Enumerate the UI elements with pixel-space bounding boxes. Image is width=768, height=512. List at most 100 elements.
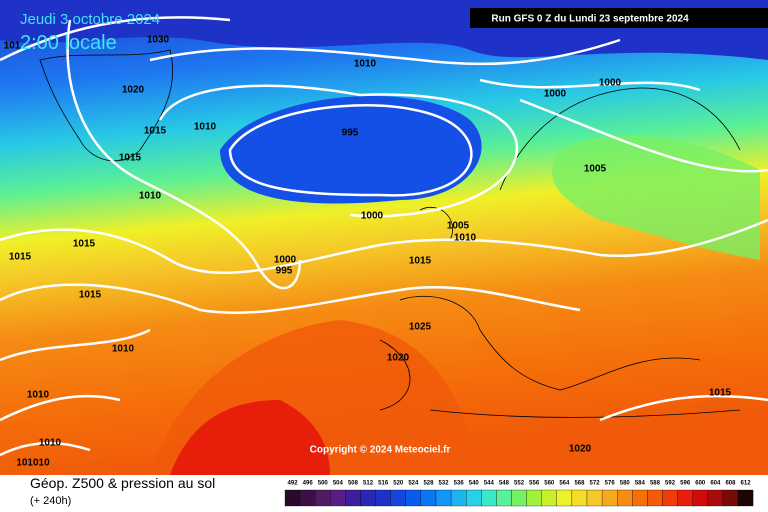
coastline bbox=[39, 49, 174, 162]
scale-swatch bbox=[722, 489, 739, 507]
scale-label: 532 bbox=[439, 481, 450, 487]
isobar-label: 1015 bbox=[144, 126, 167, 137]
isobar-label: 1010 bbox=[27, 390, 50, 401]
isobar-label: 1000 bbox=[361, 211, 384, 222]
scale-label: 608 bbox=[725, 481, 736, 487]
scale-label: 572 bbox=[590, 481, 601, 487]
scale-label: 528 bbox=[423, 481, 434, 487]
scale-label: 552 bbox=[514, 481, 525, 487]
isobar bbox=[158, 84, 518, 218]
scale-label: 612 bbox=[741, 481, 752, 487]
isobar bbox=[228, 104, 473, 197]
footer-subtitle: (+ 240h) bbox=[30, 495, 71, 507]
isobar-label: 1015 bbox=[73, 239, 96, 250]
run-banner bbox=[470, 8, 768, 28]
isobar-label: 1015 bbox=[119, 153, 142, 164]
isobar-label: 1015 bbox=[9, 252, 32, 263]
isobar bbox=[0, 283, 581, 314]
scale-swatch bbox=[420, 489, 437, 507]
scale-label: 536 bbox=[454, 481, 465, 487]
isobar-label: 101010 bbox=[16, 458, 50, 469]
scale-label: 496 bbox=[303, 481, 314, 487]
isobar bbox=[0, 394, 768, 457]
forecast-date: Jeudi 3 octobre 2024 bbox=[20, 11, 160, 28]
scale-label: 548 bbox=[499, 481, 510, 487]
isobar-label: 1020 bbox=[387, 353, 410, 364]
isobar-label: 1015 bbox=[79, 290, 102, 301]
scale-label: 492 bbox=[288, 481, 299, 487]
scale-label: 564 bbox=[559, 481, 570, 487]
isobar-label: 1005 bbox=[447, 221, 470, 232]
scale-label: 604 bbox=[710, 481, 721, 487]
scale-swatch bbox=[466, 489, 482, 507]
isobar-label: 1000 bbox=[274, 255, 297, 266]
scale-swatch bbox=[601, 489, 618, 507]
scale-swatch bbox=[330, 489, 346, 507]
footer-title: Géop. Z500 & pression au sol bbox=[30, 475, 215, 491]
scale-label: 596 bbox=[680, 481, 691, 487]
scale-swatch bbox=[315, 489, 331, 507]
coastline bbox=[379, 87, 741, 418]
scale-swatch bbox=[571, 489, 588, 507]
scale-swatch bbox=[435, 489, 452, 507]
isobar bbox=[0, 218, 768, 275]
isobar-label: 1030 bbox=[147, 35, 170, 46]
scale-label: 560 bbox=[544, 481, 555, 487]
scale-label: 500 bbox=[318, 481, 329, 487]
scale-label: 568 bbox=[574, 481, 585, 487]
scale-label: 540 bbox=[469, 481, 480, 487]
scale-label: 544 bbox=[484, 481, 495, 487]
low-core bbox=[220, 96, 482, 204]
scale-swatch bbox=[556, 489, 573, 507]
scale-label: 576 bbox=[605, 481, 616, 487]
isobar-label: 1025 bbox=[409, 322, 432, 333]
scale-swatch bbox=[586, 489, 603, 507]
scale-label: 580 bbox=[620, 481, 631, 487]
scale-swatch bbox=[677, 489, 693, 507]
scale-swatch bbox=[707, 489, 724, 507]
isobar-label: 1000 bbox=[544, 89, 567, 100]
scale-swatch bbox=[737, 489, 754, 507]
scale-swatch bbox=[360, 489, 376, 507]
isobar-label: 1010 bbox=[194, 122, 217, 133]
scale-swatch bbox=[647, 489, 663, 507]
scale-swatch bbox=[450, 489, 467, 507]
scale-label: 516 bbox=[378, 481, 389, 487]
scale-label: 592 bbox=[665, 481, 676, 487]
forecast-time: 2:00 locale bbox=[20, 32, 117, 54]
isobar-label: 1010 bbox=[354, 59, 377, 70]
scale-label: 600 bbox=[695, 481, 706, 487]
scale-swatch bbox=[511, 489, 527, 507]
run-info: Run GFS 0 Z du Lundi 23 septembre 2024 bbox=[491, 14, 689, 25]
scale-label: 508 bbox=[348, 481, 359, 487]
scale-label: 504 bbox=[333, 481, 344, 487]
isobar-label: 1010 bbox=[39, 438, 62, 449]
isobar-label: 1015 bbox=[709, 388, 732, 399]
isobar-label: 1020 bbox=[569, 444, 592, 455]
scale-swatch bbox=[541, 489, 557, 507]
scale-label: 588 bbox=[650, 481, 661, 487]
scale-label: 556 bbox=[529, 481, 540, 487]
copyright: Copyright © 2024 Meteociel.fr bbox=[310, 445, 451, 456]
isobar-label: 1005 bbox=[584, 164, 607, 175]
scale-swatch bbox=[632, 489, 648, 507]
scale-label: 512 bbox=[363, 481, 374, 487]
isobar-label: 1015 bbox=[409, 256, 432, 267]
isobar bbox=[0, 16, 231, 62]
scale-label: 524 bbox=[408, 481, 419, 487]
scale-swatch bbox=[662, 489, 678, 507]
scale-swatch bbox=[390, 489, 406, 507]
scale-swatch bbox=[692, 489, 708, 507]
scale-swatch bbox=[345, 489, 361, 507]
scale-swatch bbox=[481, 489, 497, 507]
scale-swatch bbox=[496, 489, 512, 507]
scale-swatch bbox=[617, 489, 633, 507]
isobar-label: 1010 bbox=[454, 233, 477, 244]
scale-label: 584 bbox=[635, 481, 646, 487]
isobar-label: 1010 bbox=[112, 344, 135, 355]
isobar-label: 1010 bbox=[139, 191, 162, 202]
isobar bbox=[66, 19, 302, 290]
isobar-label: 995 bbox=[342, 128, 359, 139]
isobar bbox=[149, 38, 621, 66]
